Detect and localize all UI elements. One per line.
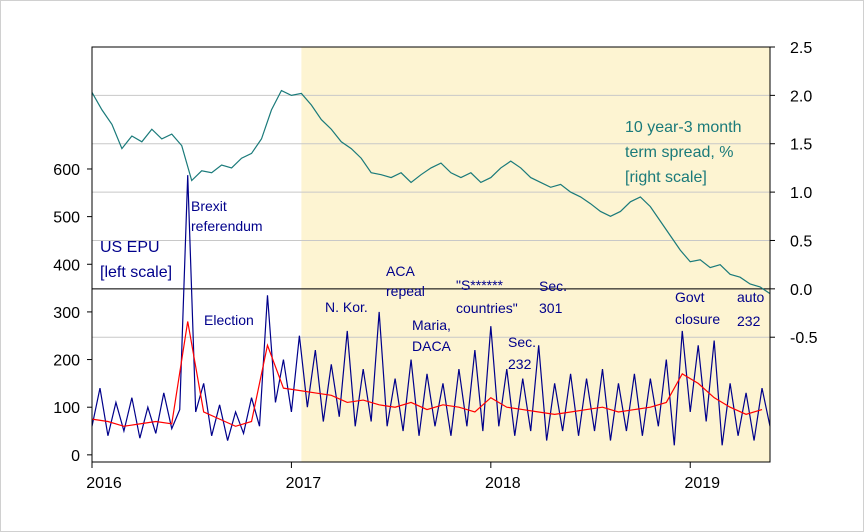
y2-tick-label: 0.5 — [790, 233, 812, 250]
y-tick-label: 500 — [53, 210, 80, 227]
y-tick-label: 600 — [53, 162, 80, 179]
annotation: Sec. — [508, 334, 536, 350]
y-tick-label: 300 — [53, 305, 80, 322]
annotation: "S****** — [456, 277, 504, 293]
annotation: Sec. — [539, 278, 567, 294]
y-tick-label: 200 — [53, 353, 80, 370]
series-line — [91, 175, 771, 446]
y-tick-label: 100 — [53, 400, 80, 417]
x-tick-label: 2016 — [86, 475, 122, 492]
y-tick-label: 0 — [71, 448, 80, 465]
y2-tick-label: 1.5 — [790, 137, 812, 154]
annotation: repeal — [386, 283, 425, 299]
annotation: US EPU — [100, 239, 160, 256]
annotation: countries" — [456, 300, 518, 316]
annotation: 10 year-3 month — [625, 119, 742, 136]
x-tick-label: 2018 — [485, 475, 521, 492]
plot-frame — [91, 46, 771, 463]
x-tick-label: 2019 — [684, 475, 720, 492]
annotation: Govt — [675, 289, 705, 305]
annotation: ACA — [386, 263, 415, 279]
y2-tick-label: 1.0 — [790, 185, 812, 202]
annotation: Election — [204, 312, 254, 328]
annotation: referendum — [191, 218, 263, 234]
annotation: Maria, — [412, 317, 451, 333]
y-tick-label: 400 — [53, 257, 80, 274]
y2-tick-label: 2.0 — [790, 88, 812, 105]
annotation: N. Kor. — [325, 299, 368, 315]
annotation: term spread, % — [625, 144, 733, 161]
series-line — [91, 321, 763, 427]
shaded-region — [301, 47, 770, 462]
annotation: auto — [737, 289, 764, 305]
annotation: 301 — [539, 300, 563, 316]
x-tick-label: 2017 — [286, 475, 322, 492]
annotation: DACA — [412, 338, 452, 354]
annotation: closure — [675, 311, 720, 327]
y2-tick-label: 0.0 — [790, 282, 812, 299]
annotation: [right scale] — [625, 169, 707, 186]
annotation: Brexit — [191, 198, 227, 214]
y2-tick-label: -0.5 — [790, 330, 818, 347]
series-line — [91, 89, 771, 295]
annotation: 232 — [737, 313, 761, 329]
annotation: 232 — [508, 356, 532, 372]
y2-tick-label: 2.5 — [790, 40, 812, 57]
annotation: [left scale] — [100, 264, 172, 281]
